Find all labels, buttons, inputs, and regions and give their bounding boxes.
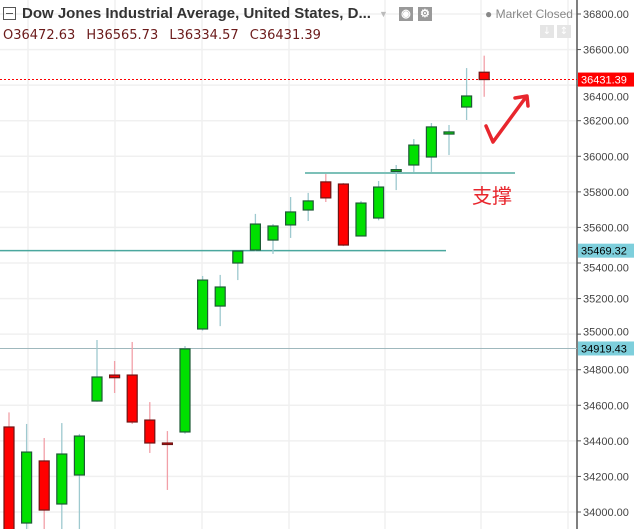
y-tick-label: 34200.00 — [583, 471, 629, 483]
y-tick-label: 36400.00 — [583, 92, 629, 104]
candle-up — [443, 131, 455, 135]
candle-up — [232, 250, 244, 264]
candle-up — [249, 223, 261, 251]
candle-up — [408, 144, 420, 166]
collapse-icon[interactable] — [3, 7, 16, 20]
candle-down — [478, 71, 490, 81]
candle-up — [373, 186, 385, 219]
candle-down — [3, 426, 15, 529]
candle-up — [21, 451, 33, 524]
candle-up — [425, 126, 437, 158]
candle-down — [38, 460, 50, 511]
support-label: 支撑 — [472, 184, 512, 208]
candle-up — [197, 279, 209, 330]
y-tick-label: 34800.00 — [583, 365, 629, 377]
y-tick-label: 36000.00 — [583, 151, 629, 163]
candle-down — [161, 442, 173, 446]
candle-up — [461, 95, 473, 108]
arrow-down-icon[interactable]: ↓ — [540, 25, 554, 38]
candle-up — [179, 348, 191, 433]
price-tag-label: 34919.43 — [581, 343, 627, 355]
last-price-label: 36431.39 — [581, 75, 627, 87]
y-tick-label: 35600.00 — [583, 222, 629, 234]
market-status: ● Market Closed — [485, 7, 573, 21]
candle-up — [302, 200, 314, 211]
price-tag — [578, 243, 634, 258]
ohlc-readout: O36472.63 H36565.73 L36334.57 C36431.39 — [3, 28, 328, 43]
candle-up — [214, 286, 226, 307]
chevron-down-icon[interactable]: ▼ — [378, 8, 388, 19]
price-tag — [578, 341, 634, 356]
high-value: H36565.73 — [86, 28, 159, 43]
price-tag-label: 35469.32 — [581, 246, 627, 258]
y-tick-label: 34600.00 — [583, 400, 629, 412]
y-tick-label: 34400.00 — [583, 436, 629, 448]
chart-header: Dow Jones Industrial Average, United Sta… — [3, 5, 432, 22]
candle-down — [144, 419, 156, 444]
arrow-annotation-icon — [484, 94, 530, 144]
market-status-text: Market Closed — [495, 7, 573, 21]
y-tick-label: 35800.00 — [583, 187, 629, 199]
eye-icon[interactable]: ◉ — [398, 6, 413, 21]
close-value: C36431.39 — [249, 28, 321, 43]
low-value: L36334.57 — [169, 28, 239, 43]
y-tick-label: 35400.00 — [583, 263, 629, 275]
status-dot-icon: ● — [485, 7, 496, 21]
candle-up — [355, 202, 367, 237]
y-tick-label: 35000.00 — [583, 326, 629, 338]
arrows-updown-icon[interactable]: ↕ — [557, 25, 571, 38]
last-price-tag — [578, 72, 634, 87]
candle-down — [108, 374, 121, 379]
y-tick-label: 36800.00 — [583, 9, 629, 21]
open-value: O36472.63 — [3, 28, 76, 43]
candle-up — [267, 225, 279, 241]
y-tick-label: 34000.00 — [583, 507, 629, 519]
gear-icon[interactable]: ⚙ — [417, 6, 432, 21]
y-tick-label: 36200.00 — [583, 116, 629, 128]
symbol-title[interactable]: Dow Jones Industrial Average, United Sta… — [22, 5, 371, 22]
candle-down — [126, 374, 138, 423]
candle-up — [73, 435, 86, 476]
candle-up — [91, 376, 103, 402]
candle-down — [337, 183, 349, 246]
candle-up — [285, 211, 297, 226]
candle-up — [56, 453, 68, 505]
candle-down — [320, 181, 332, 199]
candle-up — [390, 169, 402, 173]
y-tick-label: 35200.00 — [583, 294, 629, 306]
y-tick-label: 36600.00 — [583, 45, 629, 57]
